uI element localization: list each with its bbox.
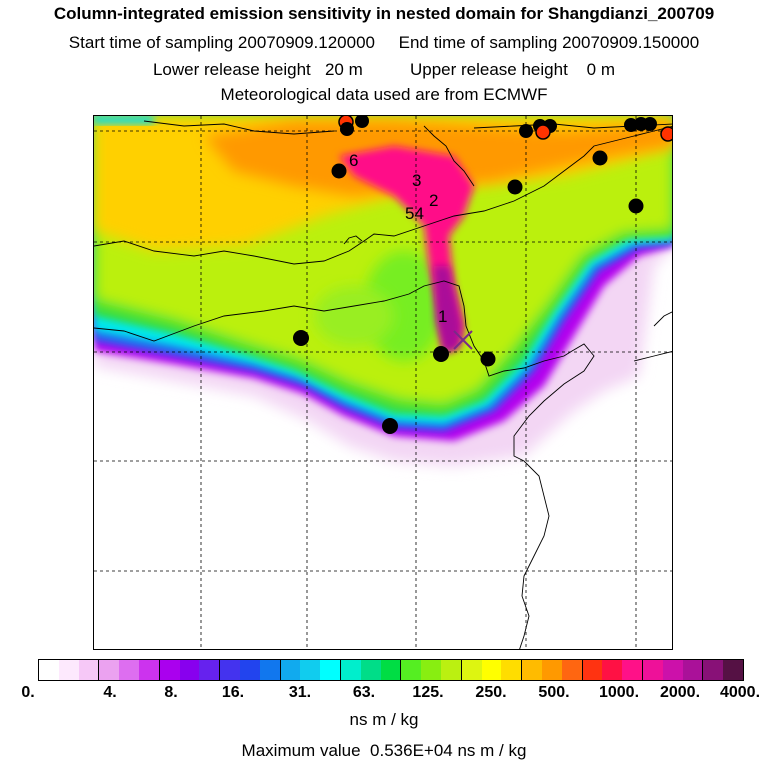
color-scale-units: ns m / kg [349, 710, 419, 729]
tick-label: 0. [21, 684, 35, 701]
color-scale-segment [340, 660, 361, 680]
color-scale-segment [703, 660, 724, 680]
color-scale-segment [239, 660, 260, 680]
color-scale-segment [723, 660, 743, 680]
sensitivity-map: 1 54 2 3 6 [93, 115, 673, 650]
color-scale-segment [541, 660, 562, 680]
color-scale-segment [481, 660, 502, 680]
color-scale-segment [461, 660, 482, 680]
color-scale-segment [320, 660, 341, 680]
color-scale-segment [119, 660, 139, 680]
color-scale-segment [401, 660, 422, 680]
meteo-source-line: Meteorological data used are from ECMWF [220, 85, 548, 104]
label-3: 3 [412, 171, 421, 190]
color-scale-segment [421, 660, 441, 680]
tick-label: 4000. [719, 684, 761, 701]
receptor-marker [453, 330, 473, 350]
color-scale-segment [138, 660, 160, 680]
label-6: 6 [349, 151, 358, 170]
color-scale-segment [220, 660, 240, 680]
color-scale-segment [662, 660, 683, 680]
release-height-line: Lower release height 20 m Upper release … [152, 60, 616, 79]
label-2: 2 [429, 191, 438, 210]
color-scale-segment [582, 660, 603, 680]
color-scale-ticks: 0. 4. 8. 16. 31. 63. 125. 250. 500. 1000… [0, 684, 768, 704]
maximum-value: Maximum value 0.536E+04 ns m / kg [241, 741, 527, 760]
color-scale-segment [99, 660, 120, 680]
tick-label: 250. [475, 684, 507, 701]
color-scale-segment [259, 660, 281, 680]
tick-label: 125. [412, 684, 444, 701]
color-scale-segment [179, 660, 200, 680]
map-title: Column-integrated emission sensitivity i… [53, 4, 715, 23]
sensitivity-field [94, 116, 672, 466]
color-scale-bar [38, 659, 744, 681]
tick-label: 63. [352, 684, 376, 701]
color-scale-segment [58, 660, 79, 680]
color-scale-segment [602, 660, 623, 680]
trajectory-labels: 1 54 2 3 6 [349, 151, 447, 326]
tick-label: 16. [221, 684, 245, 701]
tick-label: 2000. [659, 684, 701, 701]
color-scale-segment [622, 660, 643, 680]
color-scale-segment [78, 660, 100, 680]
label-54: 54 [405, 204, 424, 223]
map-canvas: 1 54 2 3 6 [94, 116, 672, 649]
color-scale-segment [159, 660, 180, 680]
color-scale-segment [561, 660, 583, 680]
color-scale-segment [682, 660, 704, 680]
color-scale-segment [380, 660, 402, 680]
sampling-time-line: Start time of sampling 20070909.120000 E… [68, 33, 700, 52]
color-scale-segment [39, 660, 59, 680]
label-1: 1 [438, 307, 447, 326]
color-scale-segment [280, 660, 301, 680]
color-scale-segment [642, 660, 663, 680]
measurement-sites [293, 116, 672, 434]
tick-label: 500. [538, 684, 570, 701]
color-scale-segment [199, 660, 221, 680]
color-scale-segment [300, 660, 321, 680]
tick-label: 4. [103, 684, 117, 701]
color-scale-segment [501, 660, 523, 680]
tick-label: 1000. [598, 684, 640, 701]
color-scale-segment [522, 660, 542, 680]
color-scale-segment [440, 660, 462, 680]
color-scale-segment [360, 660, 381, 680]
tick-label: 8. [164, 684, 178, 701]
grid-lines [94, 116, 672, 649]
tick-label: 31. [288, 684, 312, 701]
